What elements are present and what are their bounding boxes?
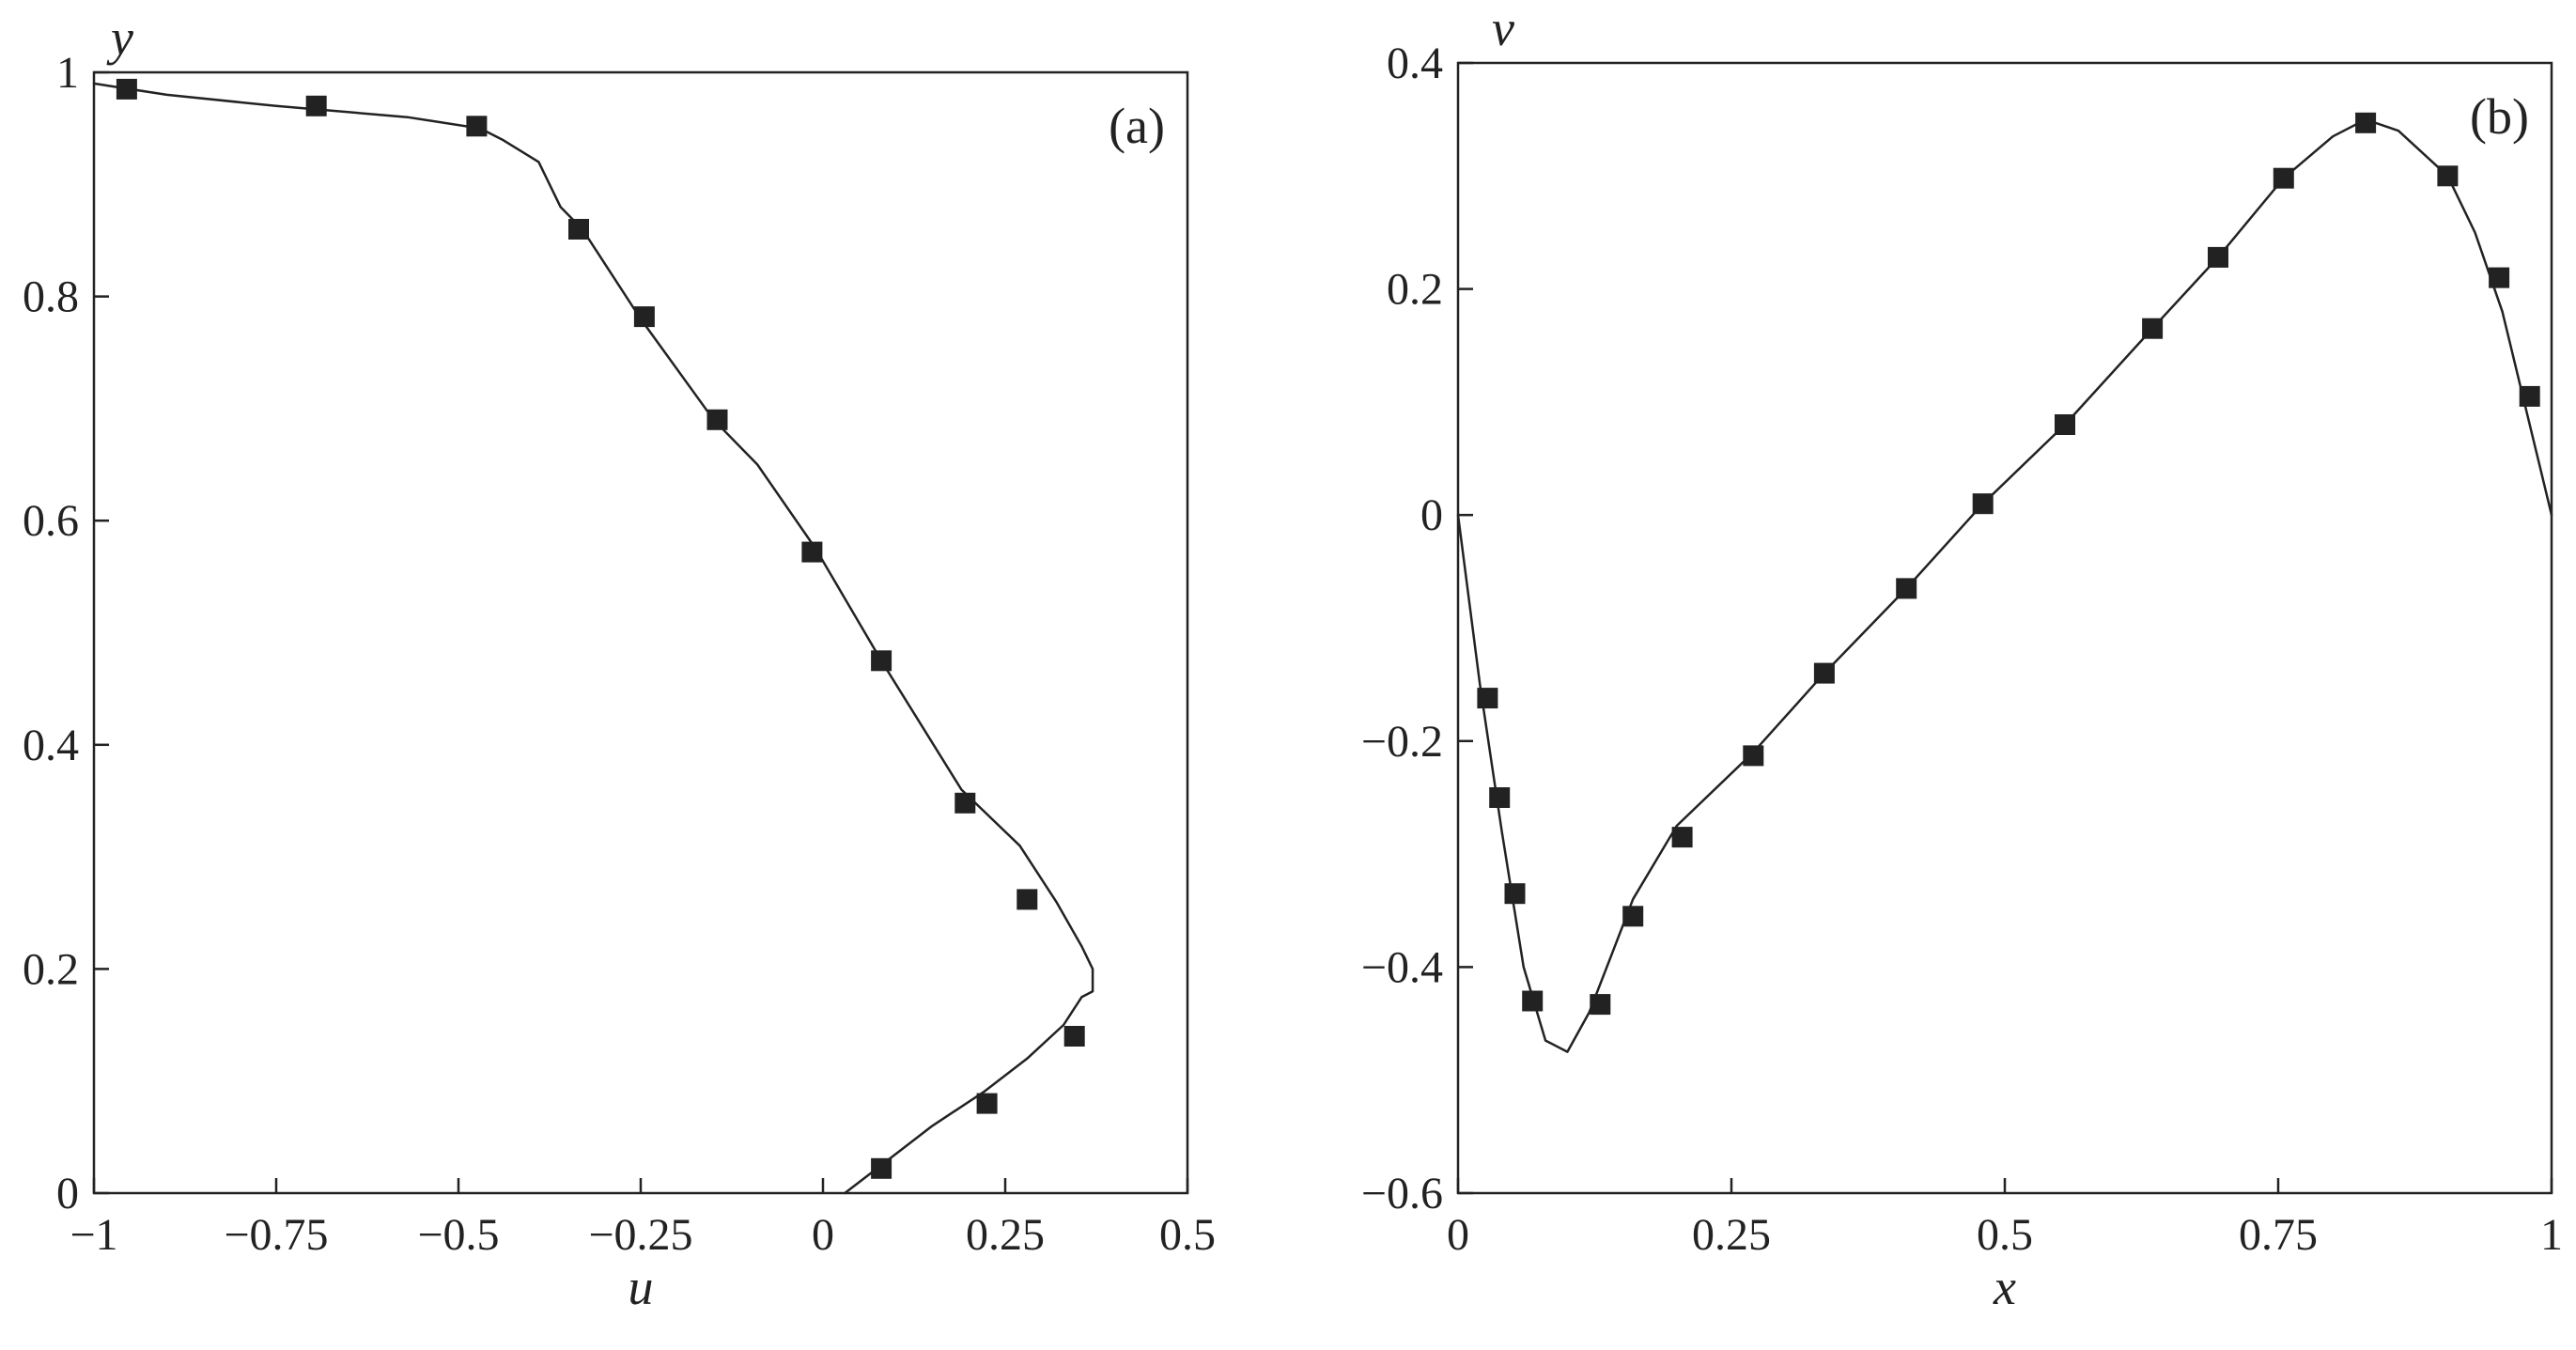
chart-a-y-tick-label: 0 — [56, 1169, 79, 1218]
chart-b-x-tick-label: 0 — [1447, 1210, 1469, 1260]
chart-b-data-point — [1813, 662, 1835, 684]
chart-b-panel-label: (b) — [2470, 88, 2529, 145]
chart-b-data-point — [2273, 167, 2294, 189]
chart-b-data-point — [1504, 883, 1526, 905]
chart-b-y-tick-label: −0.6 — [1361, 1169, 1443, 1218]
chart-b-y-tick-label: −0.4 — [1361, 942, 1443, 992]
chart-b-y-tick-label: 0.2 — [1387, 265, 1443, 315]
chart-a-x-tick-label: 0.25 — [966, 1210, 1045, 1260]
chart-b-data-point — [2519, 385, 2540, 407]
chart-a-x-axis-label: u — [628, 1259, 654, 1315]
chart-b-data-point — [1671, 827, 1693, 848]
chart-b-data-point — [1896, 578, 1917, 599]
chart-a-y-tick-label: 0.8 — [23, 272, 79, 322]
chart-panel-b: 0 0.25 0.5 0.75 1 −0.6 −0.4 −0.2 0 0.2 0.4 x v (b) — [1361, 0, 2563, 1315]
chart-a-data-point — [116, 78, 137, 100]
chart-a-data-point — [568, 219, 589, 240]
chart-b-data-point — [1477, 688, 1498, 709]
chart-a-x-tick-label: 0.5 — [1159, 1210, 1216, 1260]
chart-a-data-point — [1016, 889, 1038, 910]
chart-a-y-tick-label: 0.2 — [23, 944, 79, 994]
chart-b-y-tick-label: 0 — [1420, 490, 1443, 540]
chart-b-data-point — [1622, 906, 1644, 927]
chart-a-data-point — [466, 116, 488, 137]
chart-b-y-tick-label: 0.4 — [1387, 39, 1443, 88]
chart-b-data-point — [1590, 994, 1611, 1016]
chart-a-data-point — [706, 409, 728, 430]
chart-a-data-point — [976, 1093, 998, 1114]
chart-a-data-point — [801, 541, 823, 563]
chart-b-y-tick-label: −0.2 — [1361, 717, 1443, 767]
chart-a-y-tick-label: 1 — [56, 48, 79, 98]
chart-a-y-axis-label: y — [106, 9, 133, 66]
chart-b-data-point — [2208, 246, 2228, 268]
chart-a-data-point — [633, 306, 655, 328]
chart-a-data-point — [1063, 1026, 1085, 1047]
chart-b-data-point — [1743, 745, 1764, 767]
chart-a-x-tick-label: −0.75 — [224, 1210, 328, 1260]
chart-b-data-point — [2055, 414, 2075, 435]
chart-b-data-point — [1522, 990, 1544, 1012]
chart-a-panel-label: (a) — [1109, 98, 1165, 154]
chart-a-data-point — [305, 95, 327, 116]
chart-panel-a: −1 −0.75 −0.5 −0.25 0 0.25 0.5 0 0.2 0.4 0.6 0.8 1 u y… — [23, 9, 1216, 1315]
chart-b-x-tick-label: 0.25 — [1692, 1210, 1771, 1260]
chart-b-data-point — [2355, 112, 2377, 133]
chart-b-data-point — [1489, 787, 1511, 808]
chart-b-y-axis-label: v — [1492, 0, 1514, 56]
chart-b-data-point — [2142, 318, 2164, 339]
chart-a-data-point — [871, 650, 892, 672]
chart-a-y-tick-label: 0.6 — [23, 496, 79, 546]
chart-b-data-point — [2437, 165, 2459, 187]
chart-a-y-tick-label: 0.4 — [23, 721, 79, 770]
chart-b-data-point — [1972, 493, 1994, 515]
chart-a-x-tick-label: −1 — [70, 1210, 117, 1260]
chart-a-data-point — [954, 792, 976, 814]
chart-b-x-tick-label: 1 — [2540, 1210, 2563, 1260]
chart-b-x-axis-label: x — [1993, 1259, 2016, 1315]
chart-a-x-tick-label: −0.5 — [417, 1210, 499, 1260]
chart-b-x-tick-label: 0.5 — [1977, 1210, 2033, 1260]
chart-a-data-point — [871, 1157, 892, 1179]
chart-a-x-tick-label: 0 — [812, 1210, 834, 1260]
chart-a-x-tick-label: −0.25 — [588, 1210, 692, 1260]
chart-b-data-point — [2489, 267, 2510, 288]
chart-b-x-tick-label: 0.75 — [2239, 1210, 2318, 1260]
